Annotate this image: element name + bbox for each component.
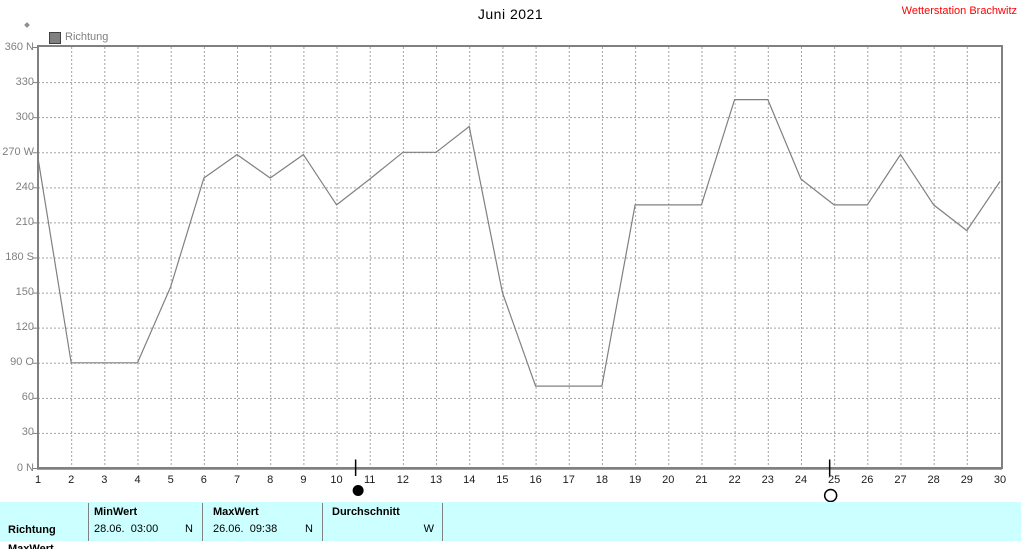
station-name: Wetterstation Brachwitz [901, 5, 1017, 17]
y-axis-label: 90 O [10, 356, 34, 369]
table-cell-minwert: MinWert 28.06. 03:00 N [94, 506, 193, 535]
x-axis-tick-label: 19 [628, 474, 642, 486]
table-row-label-maxwert: MaxWert [8, 543, 54, 549]
y-axis-label: 30 [21, 426, 34, 439]
table-header-durchschnitt: Durchschnitt [332, 506, 400, 518]
legend-swatch-icon [49, 32, 61, 44]
y-axis-label: 0 N [16, 461, 34, 474]
x-axis-tick-label: 15 [496, 474, 509, 486]
y-axis-label: 270 W [2, 145, 34, 158]
y-axis-label: 330 [15, 75, 34, 88]
x-axis-tick-label: 18 [595, 474, 609, 486]
table-header-minwert: MinWert [94, 506, 138, 518]
table-cell-durchschnitt: Durchschnitt W [332, 506, 434, 535]
x-axis-tick-label: 28 [927, 474, 940, 486]
x-axis-tick-label: 12 [396, 474, 410, 486]
legend-label: Richtung [65, 31, 109, 43]
x-axis-tick-label: 14 [463, 474, 476, 486]
x-axis-tick-label: 10 [330, 474, 343, 486]
x-axis-tick-label: 13 [429, 474, 443, 486]
x-axis-tick-label: 24 [794, 474, 808, 486]
x-axis-tick-label: 23 [761, 474, 774, 486]
y-axis-label: 300 [15, 110, 34, 123]
table-unit: W [423, 523, 434, 535]
y-axis-label: 120 [15, 321, 34, 334]
y-axis-label: 60 [21, 391, 34, 404]
x-axis-tick-label: 2 [68, 474, 75, 486]
y-axis-label: 360 N [4, 40, 34, 53]
x-axis-tick-label: 1 [34, 474, 42, 486]
x-axis-tick-label: 17 [562, 474, 575, 486]
table-column-separator [88, 503, 89, 541]
table-row-label-richtung: Richtung [8, 524, 56, 536]
table-column-separator [202, 503, 203, 541]
new-moon-icon [352, 485, 364, 496]
x-axis-tick-label: 21 [695, 474, 708, 486]
y-axis-label: 240 [15, 180, 34, 193]
x-axis-tick-label: 4 [134, 474, 141, 486]
y-axis-label: 210 [15, 215, 34, 228]
x-axis-tick-label: 16 [529, 474, 542, 486]
table-unit: N [185, 523, 193, 535]
x-axis-tick-label: 7 [233, 474, 241, 486]
x-axis-tick-label: 27 [894, 474, 907, 486]
chart-title: Juni 2021 [477, 6, 544, 22]
x-axis-tick-label: 6 [200, 474, 207, 486]
full-moon-icon [823, 488, 838, 503]
x-axis-tick-label: 20 [662, 474, 675, 486]
x-axis-tick-label: 8 [267, 474, 274, 486]
x-axis-tick-label: 3 [101, 474, 108, 486]
y-axis-label: 180 S [5, 251, 34, 263]
table-column-separator [322, 503, 323, 541]
x-axis-tick-label: 25 [828, 474, 841, 486]
plot-border [37, 45, 1003, 469]
table-header-maxwert: MaxWert [213, 506, 259, 518]
x-axis-tick-label: 30 [993, 474, 1007, 486]
table-column-separator [442, 503, 443, 541]
table-value: 28.06. 03:00 [94, 523, 159, 535]
x-axis-tick-label: 9 [300, 474, 307, 486]
x-axis-tick-label: 26 [861, 474, 874, 486]
y-axis-label: 150 [15, 286, 34, 299]
x-axis-tick-label: 29 [960, 474, 973, 486]
summary-table [0, 502, 1021, 541]
table-cell-maxwert: MaxWert 26.06. 09:38 N [213, 506, 313, 535]
x-axis-tick-label: 22 [728, 474, 741, 486]
table-value: 26.06. 09:38 [213, 523, 278, 535]
table-unit: N [305, 523, 313, 535]
x-axis-tick-label: 11 [364, 474, 376, 486]
data-line-richtung [37, 98, 1001, 387]
x-axis-tick-label: 5 [167, 474, 174, 486]
